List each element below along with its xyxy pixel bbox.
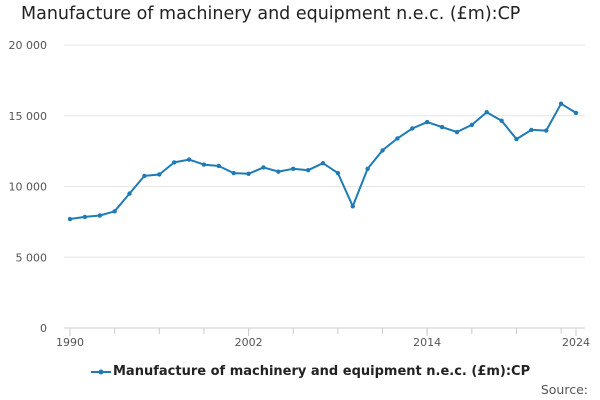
data-point bbox=[424, 119, 430, 125]
data-point bbox=[305, 168, 311, 173]
data-point bbox=[320, 160, 326, 166]
x-tick-label: 2014 bbox=[413, 336, 441, 349]
y-tick-label: 10 000 bbox=[9, 181, 48, 194]
data-point bbox=[291, 166, 296, 172]
y-tick-label: 0 bbox=[40, 322, 47, 335]
data-point bbox=[365, 166, 370, 172]
data-point bbox=[157, 172, 162, 177]
data-point bbox=[410, 126, 415, 131]
data-point bbox=[380, 148, 385, 153]
data-point bbox=[454, 129, 460, 135]
data-point bbox=[261, 165, 266, 170]
data-point bbox=[499, 118, 504, 123]
x-tick-label: 2024 bbox=[562, 336, 590, 349]
y-tick-label: 20 000 bbox=[9, 39, 48, 52]
data-point bbox=[335, 170, 341, 176]
legend[interactable]: Manufacture of machinery and equipment n… bbox=[91, 364, 530, 379]
data-point bbox=[484, 110, 489, 115]
x-tick-label: 1990 bbox=[56, 336, 84, 349]
data-point bbox=[573, 110, 579, 116]
data-point bbox=[216, 163, 222, 169]
x-tick-label: 2002 bbox=[235, 336, 263, 349]
data-point bbox=[186, 157, 192, 162]
data-point bbox=[395, 136, 400, 141]
data-point bbox=[350, 204, 355, 209]
data-point bbox=[439, 124, 445, 130]
data-point bbox=[112, 209, 117, 214]
legend-line-swatch-icon bbox=[91, 366, 111, 378]
data-point bbox=[82, 214, 88, 220]
data-point bbox=[97, 213, 102, 218]
y-tick-label: 15 000 bbox=[9, 110, 48, 123]
y-tick-label: 5 000 bbox=[16, 251, 48, 264]
data-point bbox=[469, 122, 475, 128]
data-point bbox=[514, 136, 519, 142]
data-point bbox=[201, 162, 207, 167]
legend-label: Manufacture of machinery and equipment n… bbox=[113, 364, 531, 379]
data-point bbox=[67, 216, 73, 222]
data-point bbox=[127, 191, 132, 196]
data-point bbox=[544, 128, 549, 133]
data-point bbox=[246, 171, 251, 176]
chart-title: Manufacture of machinery and equipment n… bbox=[21, 4, 521, 24]
data-point bbox=[171, 160, 177, 165]
data-point bbox=[529, 127, 534, 133]
source-label: Source: bbox=[540, 382, 588, 397]
data-point bbox=[276, 169, 281, 174]
data-point bbox=[231, 170, 236, 176]
data-point bbox=[142, 173, 147, 179]
data-point bbox=[558, 101, 564, 106]
